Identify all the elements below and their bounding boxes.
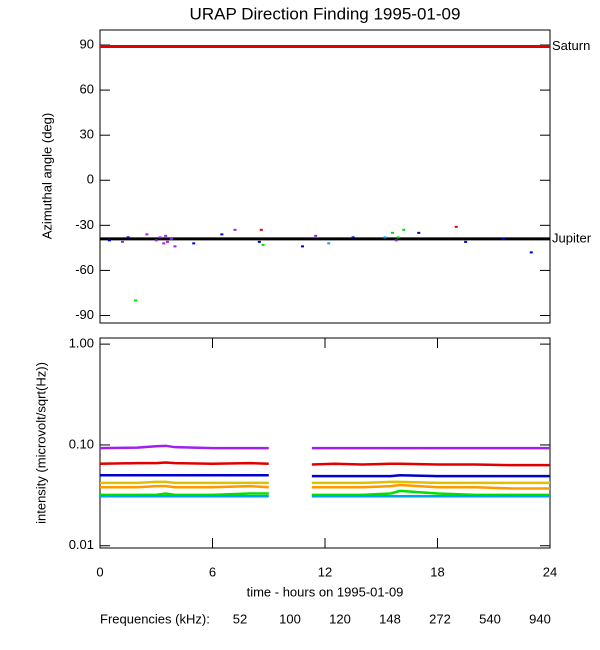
plot-frame	[99, 337, 551, 549]
legend-label: 272	[429, 611, 451, 626]
point	[192, 242, 196, 245]
legend-label: 148	[379, 611, 401, 626]
y-tick-label: 1.00	[69, 336, 94, 351]
point	[301, 245, 304, 248]
x-tick-label: 24	[543, 564, 557, 579]
y-tick-label: 90	[80, 36, 94, 51]
point	[261, 243, 265, 246]
chart-title: URAP Direction Finding 1995-01-09	[190, 4, 461, 23]
series-line	[100, 474, 550, 478]
point	[173, 245, 177, 248]
series-line	[100, 489, 550, 497]
point	[126, 236, 130, 239]
point	[257, 240, 261, 243]
plot-frame	[99, 29, 551, 324]
legend-label: 52	[233, 611, 247, 626]
y-axis-label: Azimuthal angle (deg)	[39, 113, 54, 239]
point	[351, 236, 355, 239]
reference-label: Saturn	[552, 38, 590, 53]
point	[220, 233, 224, 236]
series-line	[99, 461, 550, 467]
y-axis-label: intensity (microvolt/sqrt(Hz))	[33, 362, 48, 524]
x-tick-label: 6	[209, 564, 216, 579]
point	[121, 240, 124, 243]
y-tick-label: 30	[80, 127, 94, 142]
x-tick-label: 18	[430, 564, 444, 579]
x-axis-label: time - hours on 1995-01-09	[247, 584, 404, 599]
point	[145, 233, 149, 236]
y-tick-label: 0	[87, 172, 94, 187]
point	[233, 228, 237, 231]
legend-title: Frequencies (kHz):	[100, 611, 210, 626]
point	[402, 228, 406, 231]
series-line	[100, 480, 550, 485]
point	[158, 236, 162, 239]
point	[501, 237, 505, 240]
y-tick-label: 60	[80, 82, 94, 97]
x-tick-label: 0	[96, 564, 103, 579]
point	[464, 240, 468, 243]
point	[166, 240, 169, 243]
point	[417, 231, 421, 234]
point	[169, 237, 173, 240]
legend-label: 100	[279, 611, 301, 626]
legend-label: 540	[479, 611, 501, 626]
point	[394, 239, 398, 242]
point	[391, 231, 394, 234]
series-line	[99, 444, 550, 450]
point	[383, 236, 387, 239]
point	[396, 236, 400, 239]
point	[154, 239, 158, 242]
point	[327, 242, 331, 245]
point	[107, 239, 111, 242]
point	[454, 225, 458, 228]
series-line	[100, 483, 550, 490]
y-tick-label: -30	[75, 217, 94, 232]
legend-label: 940	[529, 611, 551, 626]
y-tick-label: 0.10	[69, 436, 94, 451]
point	[259, 228, 263, 231]
point	[134, 299, 138, 302]
legend-label: 120	[329, 611, 351, 626]
point	[529, 251, 533, 254]
point	[164, 234, 168, 237]
point	[314, 234, 318, 237]
reference-label: Jupiter	[552, 230, 592, 245]
y-tick-label: -90	[75, 307, 94, 322]
point	[162, 242, 166, 245]
y-tick-label: -60	[75, 262, 94, 277]
x-tick-label: 12	[318, 564, 332, 579]
y-tick-label: 0.01	[69, 537, 94, 552]
